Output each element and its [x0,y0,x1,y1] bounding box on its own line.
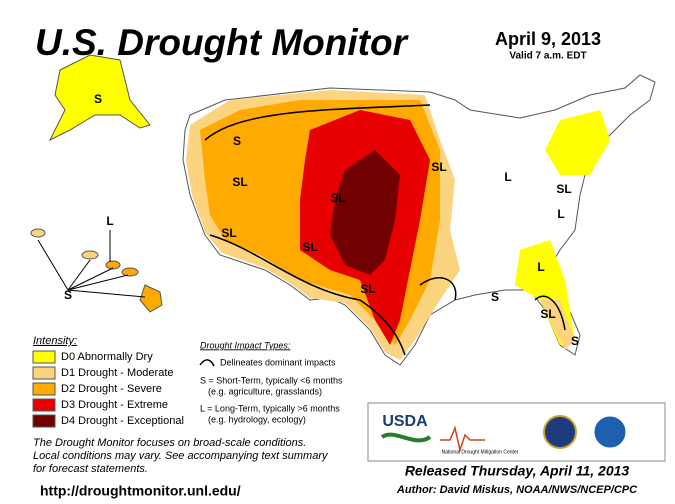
title: U.S. Drought Monitor [35,22,410,63]
alaska [48,54,151,142]
map-label: L [557,207,564,221]
map-label: S [64,288,72,302]
map-label: SL [540,307,555,321]
map-label: SL [431,160,446,174]
note-line: The Drought Monitor focuses on broad-sca… [33,437,306,449]
legend-label: D2 Drought - Severe [61,383,162,395]
island [30,228,46,238]
legend-swatch [32,414,56,428]
doc-seal [543,415,577,449]
island [139,284,163,313]
legend-title: Intensity: [33,335,77,347]
valid-time: Valid 7 a.m. EDT [509,51,586,62]
legend-swatch [32,350,56,364]
island [81,250,99,260]
ndmc-logo: National Drought Mitigation Center [442,449,519,455]
map-label: S [491,290,499,304]
legend-label: D4 Drought - Exceptional [61,415,184,427]
d4-area [330,150,400,275]
map-label: SL [221,226,236,240]
note-line: Local conditions may vary. See accompany… [33,450,329,462]
impact-lines [204,104,566,356]
map-label: SL [232,175,247,189]
pointer [67,267,114,291]
usda-swoosh [380,432,432,443]
impact-short: S = Short-Term, typically <6 months [200,375,343,385]
legend: D0 Abnormally Dry D1 Drought - Moderate D2… [32,350,184,428]
ndmc-icon [440,425,485,453]
pointer [67,274,129,291]
d0-area-ne [545,110,610,175]
pointer [37,239,69,291]
author: Author: David Miskus, NOAA/NWS/NCEP/CPC [396,484,638,496]
hawaii [30,228,163,313]
map-label: SL [556,182,571,196]
map-label: L [106,214,113,228]
island [105,260,121,270]
island [121,267,139,277]
impact-line [534,295,566,331]
impact-delineates: Delineates dominant impacts [220,357,336,367]
impact-line [209,234,406,356]
map-label: L [504,170,511,184]
usda-logo: USDA [382,413,428,430]
impact-short-example: (e.g. agriculture, grasslands) [208,386,322,396]
impact-symbol [199,359,215,367]
map-label: S [233,134,241,148]
map-label: SL [302,240,317,254]
legend-swatch [32,366,56,380]
url: http://droughtmonitor.unl.edu/ [40,483,241,499]
date: April 9, 2013 [495,29,601,49]
pointer [67,259,91,291]
legend-label: D0 Abnormally Dry [61,351,153,363]
map-label: SL [330,191,345,205]
pointer [67,289,146,298]
map-label: SL [360,282,375,296]
impact-line [419,277,457,301]
noaa-seal [593,415,627,449]
map-label: S [571,334,579,348]
impact-title: Drought Impact Types: [200,340,291,350]
map-label: S [94,92,102,106]
note-line: for forecast statements. [33,463,148,475]
impact-line [204,104,431,141]
impact-long: L = Long-Term, typically >6 months [200,403,340,413]
d1-area-fl [540,300,575,350]
legend-label: D3 Drought - Extreme [61,399,168,411]
legend-label: D1 Drought - Moderate [61,367,174,379]
legend-swatch [32,382,56,396]
map-label: L [537,260,544,274]
legend-swatch [32,398,56,412]
released: Released Thursday, April 11, 2013 [405,463,630,479]
impact-legend: Drought Impact Types: Delineates dominan… [199,340,343,424]
impact-long-example: (e.g. hydrology, ecology) [208,414,306,424]
